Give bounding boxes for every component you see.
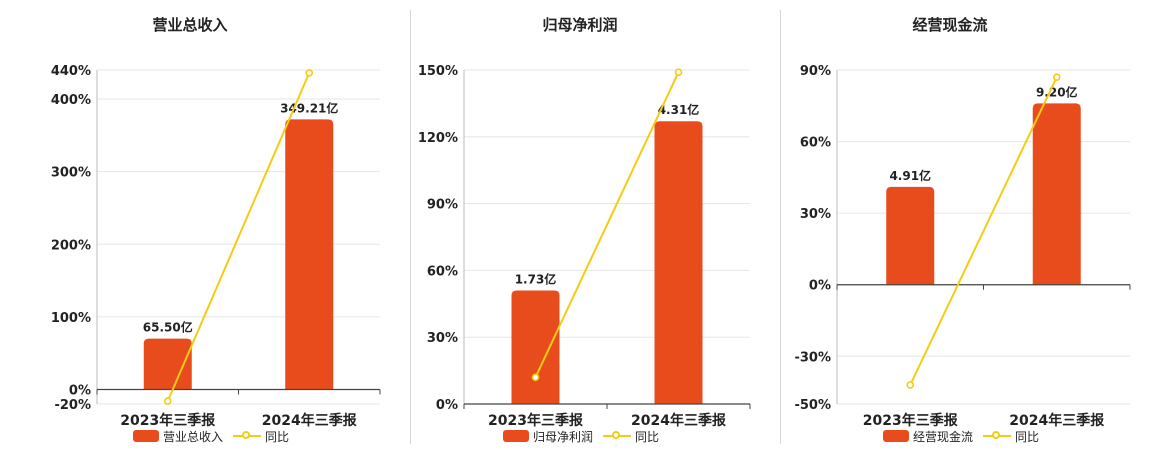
y-tick-label: 0% — [436, 398, 458, 413]
yoy-line — [909, 76, 1058, 386]
yoy-point — [531, 373, 540, 382]
y-tick-label: 0% — [809, 279, 831, 294]
legend-bar-label: 归母净利润 — [533, 429, 594, 444]
y-tick-label: -20% — [54, 398, 91, 413]
y-tick-label: -30% — [794, 350, 831, 365]
chart-panel-revenue: 营业总收入 -20% 0% 100% 200% 300% 400% 440% 65.50亿 34… — [0, 0, 381, 450]
legend-bar-swatch — [883, 430, 909, 442]
yoy-point — [1052, 73, 1061, 81]
bar — [511, 290, 560, 404]
bar — [654, 121, 703, 405]
bar — [886, 186, 935, 285]
y-tick-label: 120% — [418, 131, 458, 146]
legend-bar-swatch — [503, 430, 529, 442]
y-tick-label: 400% — [51, 93, 91, 108]
chart-svg-revenue: -20%0% 100% 200% 300% 400% 440% 65.50亿 349.21亿 2… — [51, 64, 381, 429]
x-tick-label: 2024年三季报 — [1009, 412, 1104, 429]
legend-bar-label: 经营现金流 — [913, 429, 974, 444]
panel-divider — [410, 10, 411, 444]
legend-bar-label: 营业总收入 — [163, 429, 224, 444]
bar — [1032, 103, 1081, 285]
y-tick-label: 30% — [800, 207, 831, 222]
chart-title: 归母净利润 — [542, 16, 618, 34]
x-tick-label: 2023年三季报 — [863, 412, 958, 429]
chart-legend: 营业总收入 同比 — [133, 427, 289, 445]
y-tick-label: -50% — [794, 398, 831, 413]
yoy-point — [163, 397, 172, 405]
yoy-point — [906, 381, 915, 389]
y-tick-label: 60% — [427, 264, 458, 279]
y-tick-label: 90% — [427, 198, 458, 213]
chart-title: 营业总收入 — [152, 16, 228, 34]
yoy-point — [305, 69, 314, 77]
yoy-line — [166, 72, 311, 402]
bar-data-label: 1.73亿 — [515, 271, 557, 286]
x-tick-label: 2023年三季报 — [120, 412, 215, 429]
legend-line-swatch — [603, 430, 632, 442]
chart-title: 经营现金流 — [912, 16, 988, 34]
legend-line-swatch — [233, 430, 262, 442]
y-tick-label: 300% — [51, 166, 91, 181]
chart-panel-net-profit: 归母净利润 0% 30% 60% 90% 120% 150% 1.73亿 4.31亿 2023年… — [390, 0, 770, 450]
chart-legend: 归母净利润 同比 — [503, 427, 659, 445]
bar-data-label: 9.20亿 — [1036, 84, 1078, 99]
bar — [285, 119, 334, 390]
x-tick-label: 2024年三季报 — [631, 412, 726, 429]
legend-line-label: 同比 — [265, 429, 290, 444]
bar-data-label: 349.21亿 — [280, 100, 338, 115]
x-tick-label: 2023年三季报 — [488, 412, 583, 429]
yoy-point — [674, 68, 683, 77]
y-tick-label: 30% — [427, 331, 458, 346]
bar-data-label: 65.50亿 — [143, 320, 193, 335]
panel-divider — [780, 10, 781, 444]
legend-line-label: 同比 — [1015, 429, 1040, 444]
yoy-line — [534, 71, 680, 378]
legend-line-swatch — [983, 430, 1012, 442]
y-tick-label: 90% — [800, 64, 831, 79]
bar-data-label: 4.31亿 — [658, 102, 700, 117]
chart-panel-cash-flow: 经营现金流 -50% -30% 0% 30% 60% 90% 4.91亿 9.20亿 2023年… — [760, 0, 1140, 450]
y-tick-label: 150% — [418, 64, 458, 79]
y-tick-label: 200% — [51, 238, 91, 253]
y-tick-label: 100% — [51, 311, 91, 326]
legend-bar-swatch — [133, 430, 159, 442]
bar-data-label: 4.91亿 — [889, 168, 931, 183]
chart-svg-cash-flow: -50% -30% 0% 30% 60% 90% 4.91亿 9.20亿 2023年三季报 202… — [794, 64, 1131, 429]
chart-legend: 经营现金流 同比 — [883, 427, 1039, 445]
y-tick-label: 0% — [69, 383, 91, 398]
legend-line-label: 同比 — [635, 429, 660, 444]
y-tick-label: 440% — [51, 64, 91, 79]
y-tick-label: 60% — [800, 136, 831, 151]
chart-svg-net-profit: 0% 30% 60% 90% 120% 150% 1.73亿 4.31亿 2023年三季报 202… — [418, 64, 751, 429]
bar — [143, 338, 192, 390]
x-tick-label: 2024年三季报 — [262, 412, 357, 429]
